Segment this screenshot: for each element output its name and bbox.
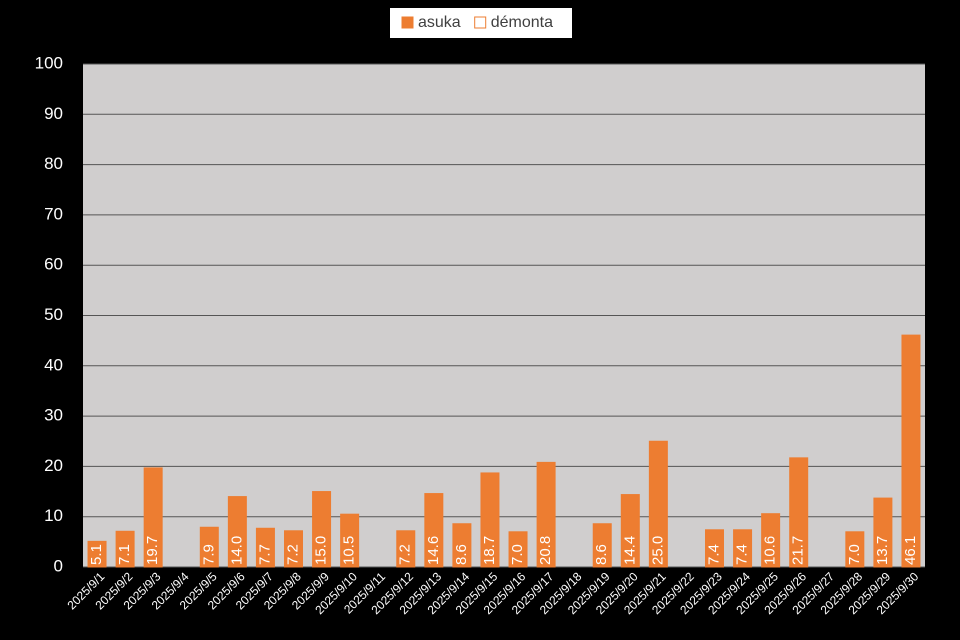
bar: [733, 529, 753, 568]
data-label: 10.5: [341, 536, 358, 565]
data-label: 8.6: [453, 544, 470, 565]
bar: [340, 513, 360, 568]
bar: [199, 526, 219, 568]
y-tick-label: 0: [54, 556, 63, 575]
bar: [284, 530, 303, 568]
data-label: 7.0: [509, 544, 526, 565]
data-label: 46.1: [902, 536, 919, 565]
bar: [592, 523, 612, 568]
y-tick-label: 70: [44, 204, 63, 223]
data-label: 7.0: [846, 544, 863, 565]
data-label: 15.0: [313, 536, 330, 565]
data-label: 7.1: [116, 544, 133, 565]
data-label: 25.0: [649, 536, 666, 565]
y-tick-label: 80: [44, 154, 63, 173]
bar: [648, 440, 668, 568]
bar: [901, 334, 921, 568]
bar: [789, 457, 809, 568]
bar: [424, 493, 444, 568]
data-label: 7.4: [705, 544, 722, 565]
data-label: 7.9: [200, 544, 217, 565]
data-label: 7.7: [256, 544, 273, 565]
y-tick-label: 100: [35, 53, 63, 72]
y-tick-label: 40: [44, 355, 63, 374]
data-label: 19.7: [144, 536, 161, 565]
y-tick-label: 30: [44, 406, 63, 425]
bar: [143, 467, 163, 568]
data-label: 7.4: [734, 544, 751, 565]
bar: [396, 530, 416, 568]
bar: [620, 494, 640, 568]
data-label: 10.6: [762, 536, 779, 565]
bar: [227, 496, 247, 568]
legend-swatch: [401, 16, 414, 29]
bar: [480, 472, 500, 568]
data-label: 18.7: [481, 536, 498, 565]
bar: [705, 529, 724, 568]
legend-swatch: [474, 16, 487, 29]
legend-label: asuka: [418, 14, 461, 31]
bar: [761, 513, 781, 568]
bar: [87, 540, 107, 568]
data-label: 14.4: [621, 536, 638, 565]
data-label: 7.2: [284, 544, 301, 565]
legend-label: démonta: [491, 14, 553, 31]
y-tick-label: 60: [44, 255, 63, 274]
bar: [845, 531, 865, 568]
y-tick-label: 10: [44, 506, 63, 525]
bar: [115, 530, 135, 568]
data-label: 21.7: [790, 536, 807, 565]
bar: [312, 491, 332, 568]
data-label: 8.6: [593, 544, 610, 565]
data-label: 5.1: [88, 544, 105, 565]
data-label: 20.8: [537, 536, 554, 565]
y-tick-label: 50: [44, 305, 63, 324]
bar: [508, 531, 528, 568]
data-label: 14.0: [228, 536, 245, 565]
data-label: 14.6: [425, 536, 442, 565]
data-label: 7.2: [397, 544, 414, 565]
bar: [536, 461, 556, 568]
data-label: 13.7: [874, 536, 891, 565]
bar: [873, 497, 893, 568]
bar: [452, 523, 472, 568]
y-tick-label: 20: [44, 456, 63, 475]
bar: [255, 527, 275, 568]
y-tick-label: 90: [44, 104, 63, 123]
